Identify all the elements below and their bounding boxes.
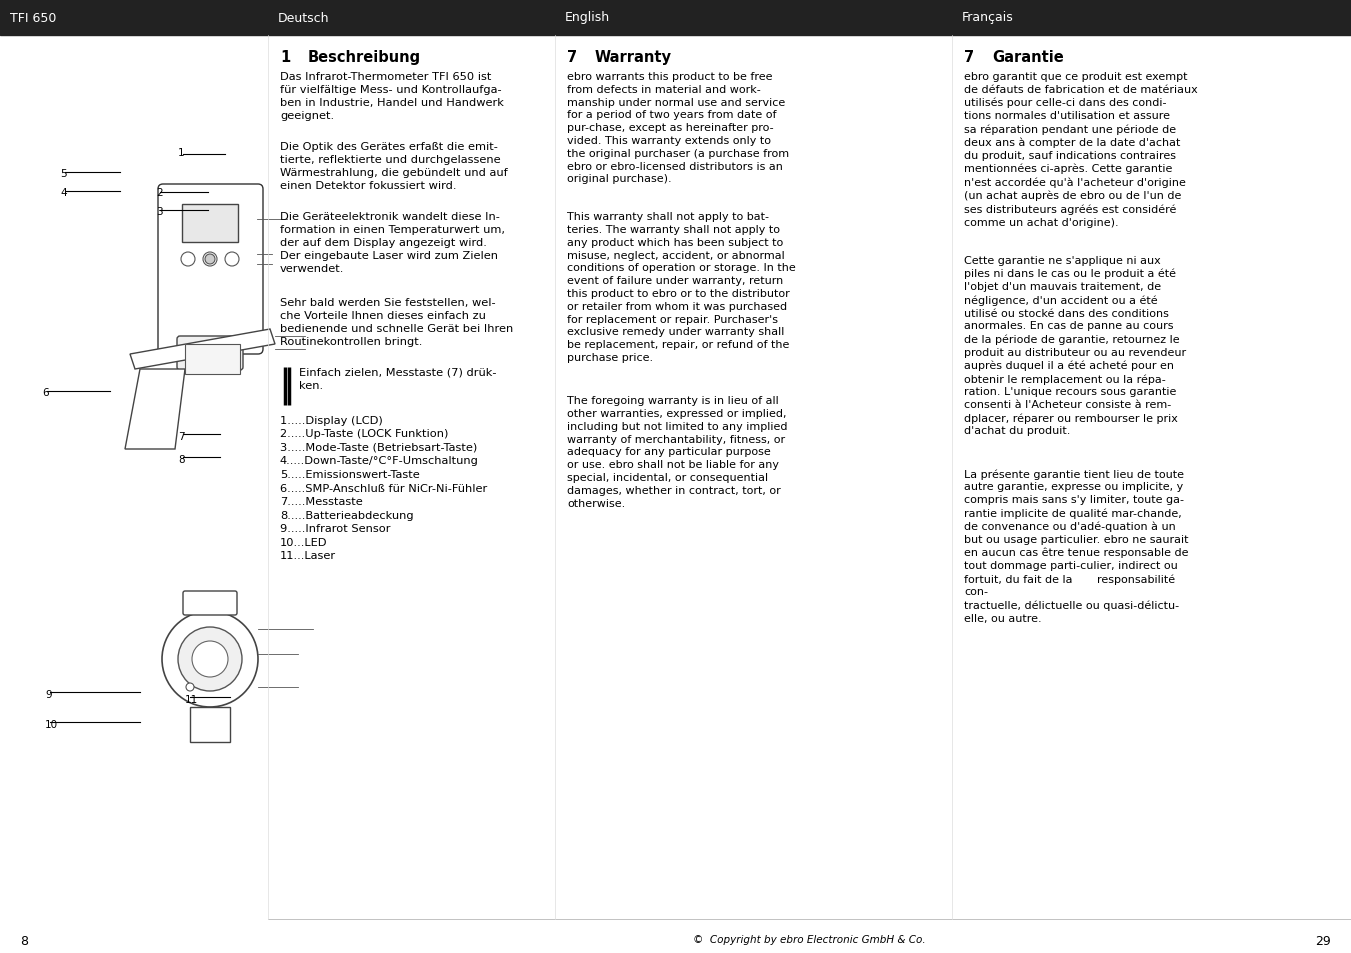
Text: 2.....Up-Taste (LOCK Funktion): 2.....Up-Taste (LOCK Funktion) (280, 429, 449, 438)
Text: ebro warrants this product to be free
from defects in material and work-
manship: ebro warrants this product to be free fr… (567, 71, 789, 184)
Text: 9: 9 (45, 689, 51, 700)
Bar (182, 205, 238, 243)
Circle shape (178, 627, 242, 691)
Text: 9.....Infrarot Sensor: 9.....Infrarot Sensor (280, 524, 390, 534)
Polygon shape (126, 370, 185, 450)
Text: La présente garantie tient lieu de toute
autre garantie, expresse ou implicite, : La présente garantie tient lieu de toute… (965, 469, 1189, 623)
Text: 7: 7 (567, 50, 577, 65)
Text: 11: 11 (185, 695, 199, 704)
Text: TFI 650: TFI 650 (9, 11, 57, 25)
Text: Garantie: Garantie (992, 50, 1063, 65)
Text: 6: 6 (42, 388, 49, 397)
Text: 7.....Messtaste: 7.....Messtaste (280, 497, 363, 507)
Text: 5.....Emissionswert-Taste: 5.....Emissionswert-Taste (280, 470, 420, 479)
Text: 1: 1 (280, 50, 290, 65)
Text: Beschreibung: Beschreibung (308, 50, 422, 65)
Text: Sehr bald werden Sie feststellen, wel-
che Vorteile Ihnen dieses einfach zu
bedi: Sehr bald werden Sie feststellen, wel- c… (280, 297, 513, 346)
Text: Die Optik des Gerätes erfaßt die emit-
tierte, reflektierte und durchgelassene
W: Die Optik des Gerätes erfaßt die emit- t… (280, 142, 508, 191)
Text: 7: 7 (965, 50, 974, 65)
Circle shape (226, 253, 239, 267)
Text: Das Infrarot-Thermometer TFI 650 ist
für vielfältige Mess- und Kontrollaufga-
be: Das Infrarot-Thermometer TFI 650 ist für… (280, 71, 504, 121)
Circle shape (192, 641, 228, 678)
Circle shape (205, 254, 215, 265)
Text: Die Geräteelektronik wandelt diese In-
formation in einen Temperaturwert um,
der: Die Geräteelektronik wandelt diese In- f… (280, 212, 505, 274)
Text: Einfach zielen, Messtaste (7) drük-
ken.: Einfach zielen, Messtaste (7) drük- ken. (299, 367, 497, 391)
Text: 10: 10 (45, 720, 58, 729)
Text: 7: 7 (178, 432, 185, 441)
Text: 10...LED: 10...LED (280, 537, 327, 547)
Text: The foregoing warranty is in lieu of all
other warranties, expressed or implied,: The foregoing warranty is in lieu of all… (567, 395, 788, 508)
Text: 8.....Batterieabdeckung: 8.....Batterieabdeckung (280, 510, 413, 520)
Text: Cette garantie ne s'applique ni aux
piles ni dans le cas ou le produit a été
l'o: Cette garantie ne s'applique ni aux pile… (965, 255, 1186, 436)
Bar (267, 0, 555, 36)
Text: 1.....Display (LCD): 1.....Display (LCD) (280, 416, 382, 425)
Text: 11...Laser: 11...Laser (280, 551, 336, 561)
Circle shape (181, 253, 195, 267)
Text: 5: 5 (59, 169, 66, 179)
Polygon shape (130, 330, 276, 370)
Text: 8: 8 (20, 934, 28, 947)
Bar (190, 707, 230, 742)
Text: 29: 29 (1316, 934, 1331, 947)
Text: 3.....Mode-Taste (Betriebsart-Taste): 3.....Mode-Taste (Betriebsart-Taste) (280, 442, 477, 453)
Text: 1: 1 (178, 148, 185, 158)
FancyBboxPatch shape (182, 592, 236, 616)
Text: ©  Copyright by ebro Electronic GmbH & Co.: © Copyright by ebro Electronic GmbH & Co… (693, 934, 925, 944)
Text: ebro garantit que ce produit est exempt
de défauts de fabrication et de matériau: ebro garantit que ce produit est exempt … (965, 71, 1198, 227)
Text: 8: 8 (178, 455, 185, 464)
Bar (952, 0, 1351, 36)
FancyBboxPatch shape (177, 336, 243, 371)
FancyBboxPatch shape (158, 185, 263, 355)
Text: This warranty shall not apply to bat-
teries. The warranty shall not apply to
an: This warranty shall not apply to bat- te… (567, 212, 796, 363)
Text: 2: 2 (155, 188, 162, 198)
Text: 3: 3 (155, 207, 162, 216)
Circle shape (186, 683, 195, 691)
Text: English: English (565, 11, 611, 25)
Text: 6.....SMP-Anschluß für NiCr-Ni-Fühler: 6.....SMP-Anschluß für NiCr-Ni-Fühler (280, 483, 488, 493)
Text: Français: Français (962, 11, 1013, 25)
Circle shape (203, 253, 218, 267)
Bar (0, 0, 267, 36)
Bar (185, 345, 240, 375)
Circle shape (199, 344, 222, 368)
Text: Warranty: Warranty (594, 50, 671, 65)
Circle shape (162, 612, 258, 707)
Text: Deutsch: Deutsch (278, 11, 330, 25)
Text: 4.....Down-Taste/°C°F-Umschaltung: 4.....Down-Taste/°C°F-Umschaltung (280, 456, 478, 466)
Text: 4: 4 (59, 188, 66, 198)
Bar (555, 0, 952, 36)
